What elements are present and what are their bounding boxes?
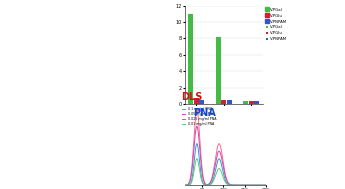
Line: 0.05 mg/ml PNA: 0.05 mg/ml PNA [183,126,287,185]
0.05 mg/ml PNA [231,184,236,186]
0.1 mg/ml PNA [229,184,233,186]
0.01 mg/ml PNA [231,184,236,186]
0.025 mg/ml PNA [229,184,233,186]
0.05 mg/ml PNA [195,125,199,127]
Bar [243,101,248,104]
0.025 mg/ml PNA [285,184,289,186]
0.01 mg/ml PNA [195,158,199,160]
Bar [199,100,204,104]
Legend: 0.1 mg/ml PNA, 0.05 mg/ml PNA, 0.025 mg/ml PNA, 0.01 mg/ml PNA: 0.1 mg/ml PNA, 0.05 mg/ml PNA, 0.025 mg/… [183,107,216,126]
0.1 mg/ml PNA [181,184,185,186]
0.1 mg/ml PNA [282,184,286,186]
0.025 mg/ml PNA [195,143,199,145]
Text: PNA: PNA [193,108,215,118]
0.01 mg/ml PNA [229,184,233,186]
0.025 mg/ml PNA [282,184,286,186]
0.1 mg/ml PNA [195,108,199,111]
0.05 mg/ml PNA [282,184,286,186]
0.025 mg/ml PNA [282,184,286,186]
0.1 mg/ml PNA [285,184,289,186]
Line: 0.01 mg/ml PNA: 0.01 mg/ml PNA [183,159,287,185]
0.01 mg/ml PNA [263,184,267,186]
0.05 mg/ml PNA [181,184,185,186]
0.025 mg/ml PNA [263,184,267,186]
0.01 mg/ml PNA [186,184,190,186]
0.05 mg/ml PNA [285,184,289,186]
0.1 mg/ml PNA [263,184,267,186]
0.1 mg/ml PNA [282,184,286,186]
Line: 0.025 mg/ml PNA: 0.025 mg/ml PNA [183,144,287,185]
0.05 mg/ml PNA [263,184,267,186]
Bar [227,100,231,104]
0.025 mg/ml PNA [231,184,236,186]
0.1 mg/ml PNA [231,184,236,186]
Bar [254,101,259,104]
Text: DLS: DLS [181,91,202,101]
Line: 0.1 mg/ml PNA: 0.1 mg/ml PNA [183,110,287,185]
0.01 mg/ml PNA [285,184,289,186]
0.05 mg/ml PNA [282,184,286,186]
Bar [221,100,226,104]
0.01 mg/ml PNA [282,184,286,186]
0.025 mg/ml PNA [181,184,185,186]
Legend: V-PGal, V-PGlu, V-PNPAM, V-PGal, V-PGlu, V-PNPAM: V-PGal, V-PGlu, V-PNPAM, V-PGal, V-PGlu,… [266,8,287,41]
Bar [188,14,193,104]
0.05 mg/ml PNA [186,183,190,186]
Bar [216,37,221,104]
0.01 mg/ml PNA [282,184,286,186]
Bar [249,101,254,104]
Bar [194,98,199,104]
0.05 mg/ml PNA [229,184,233,186]
0.1 mg/ml PNA [186,183,190,185]
0.01 mg/ml PNA [181,184,185,186]
0.025 mg/ml PNA [186,184,190,186]
